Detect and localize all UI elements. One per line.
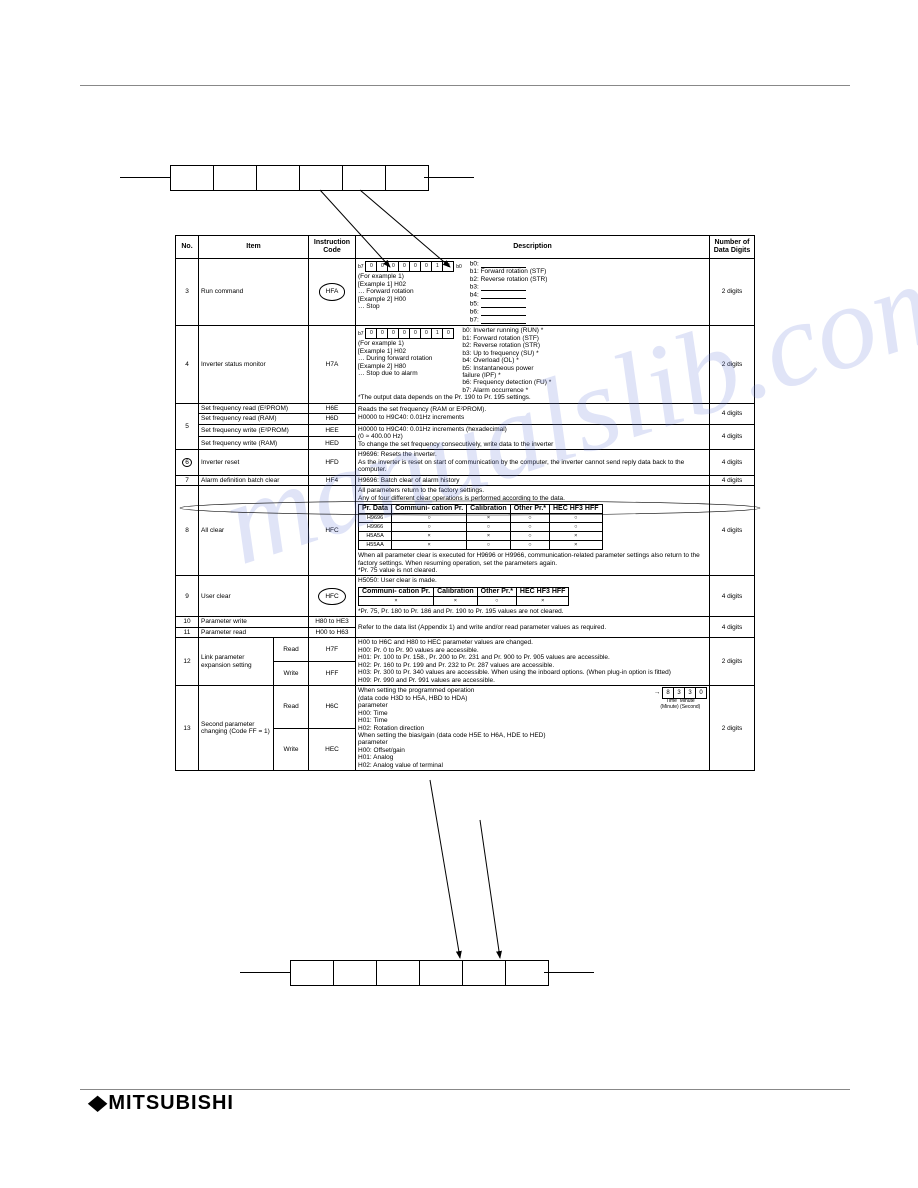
row-5a: 5 Set frequency read (E²PROM) H6E Reads … <box>176 403 755 413</box>
page: manualslib.com No. Item Instruction Code… <box>80 60 850 1110</box>
row-9: 9 User clear HFC H5050: User clear is ma… <box>176 576 755 617</box>
row6-dig: 4 digits <box>710 450 755 475</box>
row3-dig: 2 digits <box>710 259 755 326</box>
row13a-rw: Read <box>274 686 309 729</box>
row7-no: 7 <box>176 475 199 485</box>
row5c-code: HEE <box>309 424 356 437</box>
row12a-rw: Read <box>274 638 309 662</box>
row5a-desc: Reads the set frequency (RAM or E²PROM).… <box>356 403 710 424</box>
header-row: No. Item Instruction Code Description Nu… <box>176 236 755 259</box>
row5d-item: Set frequency write (RAM) <box>199 437 309 450</box>
bottom-lead-left <box>240 972 290 973</box>
row-5c: Set frequency write (E²PROM) HEE H0000 t… <box>176 424 755 437</box>
row5a-code: H6E <box>309 403 356 413</box>
row5a-dig: 4 digits <box>710 403 755 424</box>
row7-desc: H9696: Batch clear of alarm history <box>356 475 710 485</box>
row-3: 3 Run command HFA b7 00000010 b0 (For ex… <box>176 259 755 326</box>
row4-desc: b7 00000010 (For example 1) [Example 1] … <box>356 326 710 404</box>
bottom-cellrow <box>290 960 549 986</box>
row8-no: 8 <box>176 486 199 576</box>
hdr-code: Instruction Code <box>309 236 356 259</box>
row3-code: HFA <box>309 259 356 326</box>
row12-item: Link parameter expansion setting <box>199 638 274 686</box>
row5b-item: Set frequency read (RAM) <box>199 414 309 424</box>
row13b-code: HEC <box>309 728 356 771</box>
row9-dig: 4 digits <box>710 576 755 617</box>
row3-no: 3 <box>176 259 199 326</box>
bottom-lead-right <box>544 972 594 973</box>
row11-no: 11 <box>176 627 199 637</box>
row8-code: HFC <box>309 486 356 576</box>
row8-item: All clear <box>199 486 309 576</box>
row5c-item: Set frequency write (E²PROM) <box>199 424 309 437</box>
row13b-rw: Write <box>274 728 309 771</box>
row8-dig: 4 digits <box>710 486 755 576</box>
row12a-code: H7F <box>309 638 356 662</box>
hdr-item: Item <box>199 236 309 259</box>
row12b-rw: Write <box>274 662 309 686</box>
row4-item: Inverter status monitor <box>199 326 309 404</box>
row8-inner-table: Pr. DataCommuni- cation Pr.CalibrationOt… <box>358 504 603 550</box>
row9-code: HFC <box>309 576 356 617</box>
row13-no: 13 <box>176 686 199 771</box>
row13-dig: 2 digits <box>710 686 755 771</box>
row5d-code: HED <box>309 437 356 450</box>
row9-desc: H5050: User clear is made. Communi- cati… <box>356 576 710 617</box>
top-cellrow <box>170 165 429 191</box>
brand: ◆MITSUBISHI <box>90 1090 234 1115</box>
row-13a: 13 Second parameter changing (Code FF = … <box>176 686 755 729</box>
main-table: No. Item Instruction Code Description Nu… <box>175 235 755 771</box>
brand-logo-icon: ◆ <box>88 1090 108 1115</box>
bitbox: 00000010 <box>365 261 454 272</box>
top-rule <box>80 85 850 86</box>
row12b-code: HFF <box>309 662 356 686</box>
row10-desc: Refer to the data list (Appendix 1) and … <box>356 617 710 638</box>
row5-no: 5 <box>176 403 199 449</box>
row8-desc: All parameters return to the factory set… <box>356 486 710 576</box>
row5c-dig: 4 digits <box>710 424 755 449</box>
hdr-dig: Number of Data Digits <box>710 236 755 259</box>
row7-code: HF4 <box>309 475 356 485</box>
row4-code: H7A <box>309 326 356 404</box>
row11-item: Parameter read <box>199 627 309 637</box>
row3-desc: b7 00000010 b0 (For example 1) [Example … <box>356 259 710 326</box>
row12-dig: 2 digits <box>710 638 755 686</box>
row-6: 6 Inverter reset HFD H9696: Resets the i… <box>176 450 755 475</box>
row-4: 4 Inverter status monitor H7A b7 0000001… <box>176 326 755 404</box>
row13-desc: When setting the programmed operation (d… <box>356 686 710 771</box>
row-10: 10 Parameter write H80 to HE3 Refer to t… <box>176 617 755 627</box>
row3-item: Run command <box>199 259 309 326</box>
row-12a: 12 Link parameter expansion setting Read… <box>176 638 755 662</box>
row4-dig: 2 digits <box>710 326 755 404</box>
top-lead-left <box>120 177 170 178</box>
row9-no: 9 <box>176 576 199 617</box>
row9-inner-table: Communi- cation Pr.CalibrationOther Pr.*… <box>358 587 569 606</box>
row-8: 8 All clear HFC All parameters return to… <box>176 486 755 576</box>
hdr-no: No. <box>176 236 199 259</box>
row5a-item: Set frequency read (E²PROM) <box>199 403 309 413</box>
row7-item: Alarm definition batch clear <box>199 475 309 485</box>
row5b-code: H6D <box>309 414 356 424</box>
row10-code: H80 to HE3 <box>309 617 356 627</box>
row12-no: 12 <box>176 638 199 686</box>
row12-desc: H00 to H6C and H80 to HEC parameter valu… <box>356 638 710 686</box>
row4-no: 4 <box>176 326 199 404</box>
row6-item: Inverter reset <box>199 450 309 475</box>
row5c-desc: H0000 to H9C40: 0.01Hz increments (hexad… <box>356 424 710 449</box>
row13a-code: H6C <box>309 686 356 729</box>
row10-no: 10 <box>176 617 199 627</box>
top-lead-right <box>424 177 474 178</box>
row-7: 7 Alarm definition batch clear HF4 H9696… <box>176 475 755 485</box>
row13-item: Second parameter changing (Code FF = 1) <box>199 686 274 771</box>
row9-item: User clear <box>199 576 309 617</box>
row10-item: Parameter write <box>199 617 309 627</box>
row10-dig: 4 digits <box>710 617 755 638</box>
row6-code: HFD <box>309 450 356 475</box>
row7-dig: 4 digits <box>710 475 755 485</box>
row11-code: H00 to H63 <box>309 627 356 637</box>
hdr-desc: Description <box>356 236 710 259</box>
row6-no: 6 <box>176 450 199 475</box>
row6-desc: H9696: Resets the inverter. As the inver… <box>356 450 710 475</box>
